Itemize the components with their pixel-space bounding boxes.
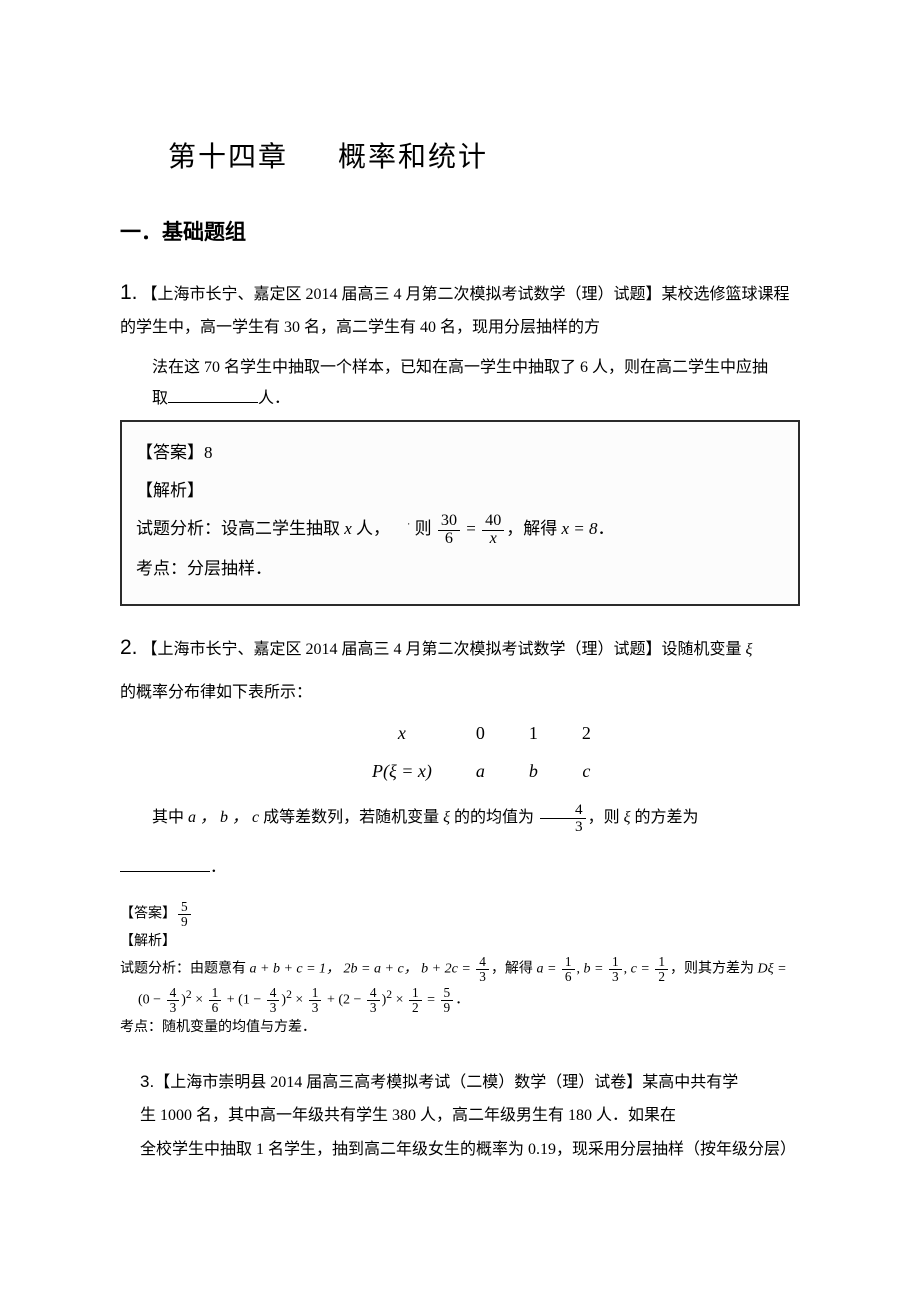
q3-line2: 生 1000 名，其中高一年级共有学生 380 人，高二年级男生有 180 人．… (140, 1099, 800, 1133)
q2-after-end: 的方差为 (630, 809, 698, 826)
q2-dot: ． (210, 859, 226, 876)
q2-lead: 设随机变量 (662, 641, 746, 658)
tbl-r2-0: a (454, 752, 507, 790)
q1-line3-prefix: 取 (152, 390, 168, 407)
q2-ft-2: 43 (476, 955, 489, 984)
q2-analysis-line2: (0 − 43)2 × 16 + (1 − 43)2 × 13 + (2 − 4… (138, 984, 800, 1015)
question-1-line3: 取 人． (120, 384, 800, 414)
q2-jiexi: 【解析】 (120, 929, 800, 956)
q2-after-mid: 成等差数列，若随机变量 (259, 809, 443, 826)
question-1-answer-box: 【答案】8 【解析】 试题分析：设高二学生抽取 x 人， · 则 306 = 4… (120, 420, 800, 606)
question-1-number: 1. (120, 281, 138, 304)
chapter-label-right: 概率和统计 (338, 141, 488, 172)
q1-x: x (344, 519, 352, 538)
question-1-tag: 【上海市长宁、嘉定区 2014 届高三 4 月第二次模拟考试数学（理）试题】 (142, 286, 662, 303)
q2-after-pre: 其中 (152, 809, 188, 826)
section-title: 一．基础题组 (120, 213, 800, 253)
q2-blank (120, 856, 210, 872)
tbl-h0: x (350, 714, 454, 752)
q1-frac-left: 306 (438, 513, 460, 548)
q1-line3-suffix: 人． (258, 390, 290, 407)
q2-after-mid2: 的的均值为 (450, 809, 538, 826)
question-3-tag: 【上海市崇明县 2014 届高三高考模拟考试（二模）数学（理）试卷】 (154, 1074, 642, 1091)
chapter-label-left: 第十四章 (168, 141, 288, 172)
tbl-h1: 0 (454, 714, 507, 752)
distribution-table: x 0 1 2 P(ξ = x) a b c (350, 714, 613, 790)
q1-point: 考点：分层抽样． (136, 552, 784, 586)
tbl-r2-1: b (507, 752, 560, 790)
q3-lead: 某高中共有学 (642, 1074, 738, 1091)
question-1: 1. 【上海市长宁、嘉定区 2014 届高三 4 月第二次模拟考试数学（理）试题… (120, 273, 800, 343)
q2-answer-label: 【答案】59 (120, 900, 800, 929)
q1-eq: x = 8 (562, 519, 598, 538)
q1-analysis-mid2: 则 (415, 519, 436, 538)
q1-blank (168, 387, 258, 403)
q2-point: 考点：随机变量的均值与方差． (120, 1015, 800, 1042)
q2-answer-value: 59 (178, 900, 191, 929)
question-2-answer: 【答案】59 【解析】 试题分析：由题意有 a + b + c = 1， 2b … (120, 900, 800, 1042)
q3-line1: 3.【上海市崇明县 2014 届高三高考模拟考试（二模）数学（理）试卷】某高中共… (140, 1064, 800, 1100)
q1-analysis-pre: 试题分析：设高二学生抽取 (136, 519, 344, 538)
q2-abc: a ， b ， c (188, 809, 259, 826)
q2-after-suffix: ，则 (588, 809, 624, 826)
q1-analysis-end: ． (598, 519, 615, 538)
q1-answer-label: 【答案】8 (136, 436, 784, 470)
q1-jiexi-label: 【解析】 (136, 474, 784, 508)
question-2: 2. 【上海市长宁、嘉定区 2014 届高三 4 月第二次模拟考试数学（理）试题… (120, 628, 800, 668)
table-row: x 0 1 2 (350, 714, 613, 752)
q2-xi-2: ξ (443, 809, 450, 826)
tbl-h2: 1 (507, 714, 560, 752)
tbl-r2a: P(ξ = x) (350, 752, 454, 790)
q2-four-thirds: 43 (540, 802, 586, 835)
tbl-r2-2: c (560, 752, 613, 790)
question-3-number: 3. (140, 1072, 154, 1091)
q2-lead2: 的概率分布律如下表所示： (120, 678, 800, 708)
q1-analysis-mid1: 人， (352, 519, 390, 538)
q2-analysis-line1: 试题分析：由题意有 a + b + c = 1， 2b = a + c， b +… (120, 955, 800, 984)
q2-line-end: ． (120, 853, 800, 883)
q1-frac-right: 40x (482, 513, 504, 548)
question-2-tag: 【上海市长宁、嘉定区 2014 届高三 4 月第二次模拟考试数学（理）试题】 (142, 641, 662, 658)
tbl-h3: 2 (560, 714, 613, 752)
chapter-title: 第十四章 概率和统计 (168, 130, 800, 183)
q2-after: 其中 a ， b ， c 成等差数列，若随机变量 ξ 的的均值为 43，则 ξ … (120, 802, 800, 835)
question-2-number: 2. (120, 636, 138, 659)
q1-analysis-mid3: ，解得 (506, 519, 561, 538)
dot-icon: · (407, 519, 410, 530)
q3-line3: 全校学生中抽取 1 名学生，抽到高二年级女生的概率为 0.19，现采用分层抽样（… (140, 1133, 800, 1167)
table-row: P(ξ = x) a b c (350, 752, 613, 790)
question-3: 3.【上海市崇明县 2014 届高三高考模拟考试（二模）数学（理）试卷】某高中共… (140, 1064, 800, 1167)
q2-xi-1: ξ (746, 641, 753, 658)
question-1-line2: 法在这 70 名学生中抽取一个样本，已知在高一学生中抽取了 6 人，则在高二学生… (120, 353, 800, 383)
q1-analysis: 试题分析：设高二学生抽取 x 人， · 则 306 = 40x，解得 x = 8… (136, 512, 784, 548)
